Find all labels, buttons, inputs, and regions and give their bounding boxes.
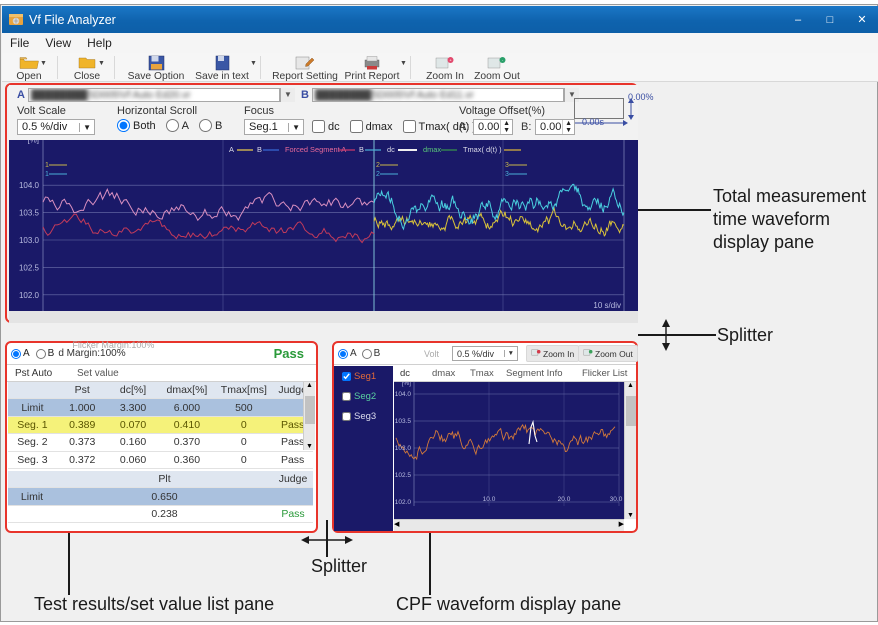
svg-text:102.5: 102.5 <box>395 472 412 479</box>
svg-text:102.0: 102.0 <box>19 291 40 300</box>
svg-text:Forced Segment A: Forced Segment A <box>285 145 346 154</box>
svg-text:1: 1 <box>45 171 49 178</box>
svg-text:[%]: [%] <box>27 140 39 145</box>
svg-text:30.0: 30.0 <box>610 496 623 503</box>
svg-text:Tmax( d(t) ): Tmax( d(t) ) <box>463 145 502 154</box>
svg-text:102.0: 102.0 <box>395 499 412 506</box>
svg-text:103.5: 103.5 <box>19 209 40 218</box>
svg-text:3: 3 <box>505 162 509 169</box>
svg-text:B: B <box>257 145 262 154</box>
svg-text:20.0: 20.0 <box>558 496 571 503</box>
svg-text:B: B <box>359 145 364 154</box>
svg-text:103.0: 103.0 <box>395 445 412 452</box>
svg-text:dmax: dmax <box>423 145 441 154</box>
svg-text:10 s/div: 10 s/div <box>593 301 621 310</box>
svg-text:104.0: 104.0 <box>19 181 40 190</box>
svg-text:A: A <box>229 145 234 154</box>
svg-text:1: 1 <box>45 162 49 169</box>
svg-text:2: 2 <box>376 171 380 178</box>
svg-text:3: 3 <box>505 171 509 178</box>
svg-text:103.5: 103.5 <box>395 418 412 425</box>
svg-text:2: 2 <box>376 162 380 169</box>
svg-text:dc: dc <box>387 145 395 154</box>
svg-text:102.5: 102.5 <box>19 264 40 273</box>
svg-text:104.0: 104.0 <box>395 391 412 398</box>
svg-text:10.0: 10.0 <box>483 496 496 503</box>
svg-text:[%]: [%] <box>402 382 412 387</box>
svg-text:103.0: 103.0 <box>19 236 40 245</box>
